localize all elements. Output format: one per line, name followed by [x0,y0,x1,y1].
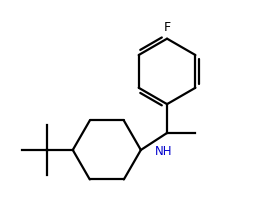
Text: F: F [164,21,171,34]
Text: NH: NH [155,145,173,158]
